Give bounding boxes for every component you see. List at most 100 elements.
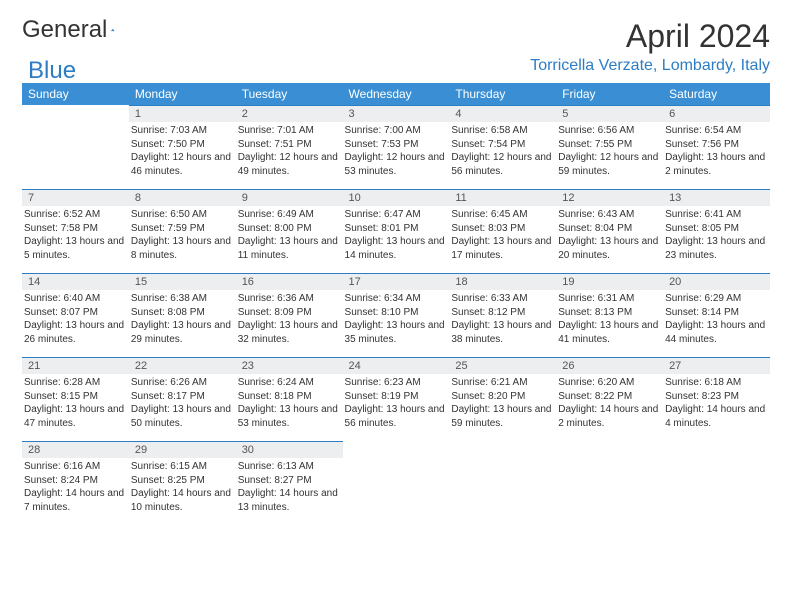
day-number: 13 [663,189,770,206]
day-number: 30 [236,441,343,458]
calendar-cell [343,441,450,525]
day-details: Sunrise: 7:00 AMSunset: 7:53 PMDaylight:… [343,122,450,178]
day-details: Sunrise: 6:31 AMSunset: 8:13 PMDaylight:… [556,290,663,346]
calendar-cell: 16Sunrise: 6:36 AMSunset: 8:09 PMDayligh… [236,273,343,357]
calendar-cell: 8Sunrise: 6:50 AMSunset: 7:59 PMDaylight… [129,189,236,273]
day-details: Sunrise: 6:56 AMSunset: 7:55 PMDaylight:… [556,122,663,178]
day-details: Sunrise: 6:24 AMSunset: 8:18 PMDaylight:… [236,374,343,430]
calendar-week-row: 28Sunrise: 6:16 AMSunset: 8:24 PMDayligh… [22,441,770,525]
day-details: Sunrise: 7:01 AMSunset: 7:51 PMDaylight:… [236,122,343,178]
day-number: 1 [129,105,236,122]
weekday-header: Thursday [449,83,556,105]
day-number: 28 [22,441,129,458]
title-block: April 2024 Torricella Verzate, Lombardy,… [530,18,770,75]
weekday-header: Monday [129,83,236,105]
day-details: Sunrise: 6:16 AMSunset: 8:24 PMDaylight:… [22,458,129,514]
calendar-table: SundayMondayTuesdayWednesdayThursdayFrid… [22,83,770,525]
day-number: 11 [449,189,556,206]
calendar-cell: 25Sunrise: 6:21 AMSunset: 8:20 PMDayligh… [449,357,556,441]
calendar-cell [556,441,663,525]
day-number: 24 [343,357,450,374]
calendar-cell: 15Sunrise: 6:38 AMSunset: 8:08 PMDayligh… [129,273,236,357]
day-details: Sunrise: 6:21 AMSunset: 8:20 PMDaylight:… [449,374,556,430]
calendar-header-row: SundayMondayTuesdayWednesdayThursdayFrid… [22,83,770,105]
calendar-cell: 5Sunrise: 6:56 AMSunset: 7:55 PMDaylight… [556,105,663,189]
day-number: 23 [236,357,343,374]
calendar-cell: 26Sunrise: 6:20 AMSunset: 8:22 PMDayligh… [556,357,663,441]
day-details: Sunrise: 6:28 AMSunset: 8:15 PMDaylight:… [22,374,129,430]
calendar-cell: 2Sunrise: 7:01 AMSunset: 7:51 PMDaylight… [236,105,343,189]
calendar-week-row: 7Sunrise: 6:52 AMSunset: 7:58 PMDaylight… [22,189,770,273]
day-details: Sunrise: 6:15 AMSunset: 8:25 PMDaylight:… [129,458,236,514]
day-number: 10 [343,189,450,206]
day-details: Sunrise: 6:45 AMSunset: 8:03 PMDaylight:… [449,206,556,262]
day-details: Sunrise: 6:54 AMSunset: 7:56 PMDaylight:… [663,122,770,178]
weekday-header: Sunday [22,83,129,105]
day-number: 14 [22,273,129,290]
calendar-cell [22,105,129,189]
calendar-week-row: 1Sunrise: 7:03 AMSunset: 7:50 PMDaylight… [22,105,770,189]
weekday-header: Tuesday [236,83,343,105]
day-details: Sunrise: 6:13 AMSunset: 8:27 PMDaylight:… [236,458,343,514]
calendar-cell: 21Sunrise: 6:28 AMSunset: 8:15 PMDayligh… [22,357,129,441]
calendar-cell: 20Sunrise: 6:29 AMSunset: 8:14 PMDayligh… [663,273,770,357]
brand-word1: General [22,18,107,42]
day-details: Sunrise: 6:26 AMSunset: 8:17 PMDaylight:… [129,374,236,430]
day-details: Sunrise: 6:23 AMSunset: 8:19 PMDaylight:… [343,374,450,430]
day-details: Sunrise: 6:50 AMSunset: 7:59 PMDaylight:… [129,206,236,262]
day-details: Sunrise: 6:49 AMSunset: 8:00 PMDaylight:… [236,206,343,262]
calendar-cell [449,441,556,525]
weekday-header: Wednesday [343,83,450,105]
day-number: 5 [556,105,663,122]
day-number: 12 [556,189,663,206]
day-number: 20 [663,273,770,290]
calendar-cell: 9Sunrise: 6:49 AMSunset: 8:00 PMDaylight… [236,189,343,273]
brand-logo: General [22,18,137,42]
calendar-cell: 22Sunrise: 6:26 AMSunset: 8:17 PMDayligh… [129,357,236,441]
day-details: Sunrise: 6:29 AMSunset: 8:14 PMDaylight:… [663,290,770,346]
day-details: Sunrise: 6:36 AMSunset: 8:09 PMDaylight:… [236,290,343,346]
calendar-cell: 17Sunrise: 6:34 AMSunset: 8:10 PMDayligh… [343,273,450,357]
day-number: 18 [449,273,556,290]
calendar-cell: 23Sunrise: 6:24 AMSunset: 8:18 PMDayligh… [236,357,343,441]
day-number: 9 [236,189,343,206]
calendar-cell: 30Sunrise: 6:13 AMSunset: 8:27 PMDayligh… [236,441,343,525]
day-details: Sunrise: 6:58 AMSunset: 7:54 PMDaylight:… [449,122,556,178]
calendar-week-row: 14Sunrise: 6:40 AMSunset: 8:07 PMDayligh… [22,273,770,357]
day-number: 6 [663,105,770,122]
day-number: 22 [129,357,236,374]
weekday-header: Friday [556,83,663,105]
day-details: Sunrise: 6:52 AMSunset: 7:58 PMDaylight:… [22,206,129,262]
day-number: 26 [556,357,663,374]
day-number: 17 [343,273,450,290]
day-details: Sunrise: 7:03 AMSunset: 7:50 PMDaylight:… [129,122,236,178]
calendar-cell: 29Sunrise: 6:15 AMSunset: 8:25 PMDayligh… [129,441,236,525]
day-number: 15 [129,273,236,290]
calendar-cell: 28Sunrise: 6:16 AMSunset: 8:24 PMDayligh… [22,441,129,525]
sail-icon [111,21,115,39]
day-details: Sunrise: 6:33 AMSunset: 8:12 PMDaylight:… [449,290,556,346]
calendar-cell: 13Sunrise: 6:41 AMSunset: 8:05 PMDayligh… [663,189,770,273]
calendar-week-row: 21Sunrise: 6:28 AMSunset: 8:15 PMDayligh… [22,357,770,441]
day-details: Sunrise: 6:20 AMSunset: 8:22 PMDaylight:… [556,374,663,430]
day-number: 8 [129,189,236,206]
month-title: April 2024 [530,18,770,55]
calendar-cell [663,441,770,525]
header: General April 2024 Torricella Verzate, L… [22,18,770,75]
calendar-cell: 18Sunrise: 6:33 AMSunset: 8:12 PMDayligh… [449,273,556,357]
calendar-cell: 4Sunrise: 6:58 AMSunset: 7:54 PMDaylight… [449,105,556,189]
day-number: 21 [22,357,129,374]
day-number: 4 [449,105,556,122]
day-details: Sunrise: 6:40 AMSunset: 8:07 PMDaylight:… [22,290,129,346]
calendar-cell: 1Sunrise: 7:03 AMSunset: 7:50 PMDaylight… [129,105,236,189]
calendar-cell: 27Sunrise: 6:18 AMSunset: 8:23 PMDayligh… [663,357,770,441]
calendar-body: 1Sunrise: 7:03 AMSunset: 7:50 PMDaylight… [22,105,770,525]
day-details: Sunrise: 6:38 AMSunset: 8:08 PMDaylight:… [129,290,236,346]
day-number: 25 [449,357,556,374]
day-number: 16 [236,273,343,290]
calendar-cell: 7Sunrise: 6:52 AMSunset: 7:58 PMDaylight… [22,189,129,273]
calendar-cell: 24Sunrise: 6:23 AMSunset: 8:19 PMDayligh… [343,357,450,441]
calendar-cell: 12Sunrise: 6:43 AMSunset: 8:04 PMDayligh… [556,189,663,273]
calendar-cell: 6Sunrise: 6:54 AMSunset: 7:56 PMDaylight… [663,105,770,189]
day-details: Sunrise: 6:34 AMSunset: 8:10 PMDaylight:… [343,290,450,346]
